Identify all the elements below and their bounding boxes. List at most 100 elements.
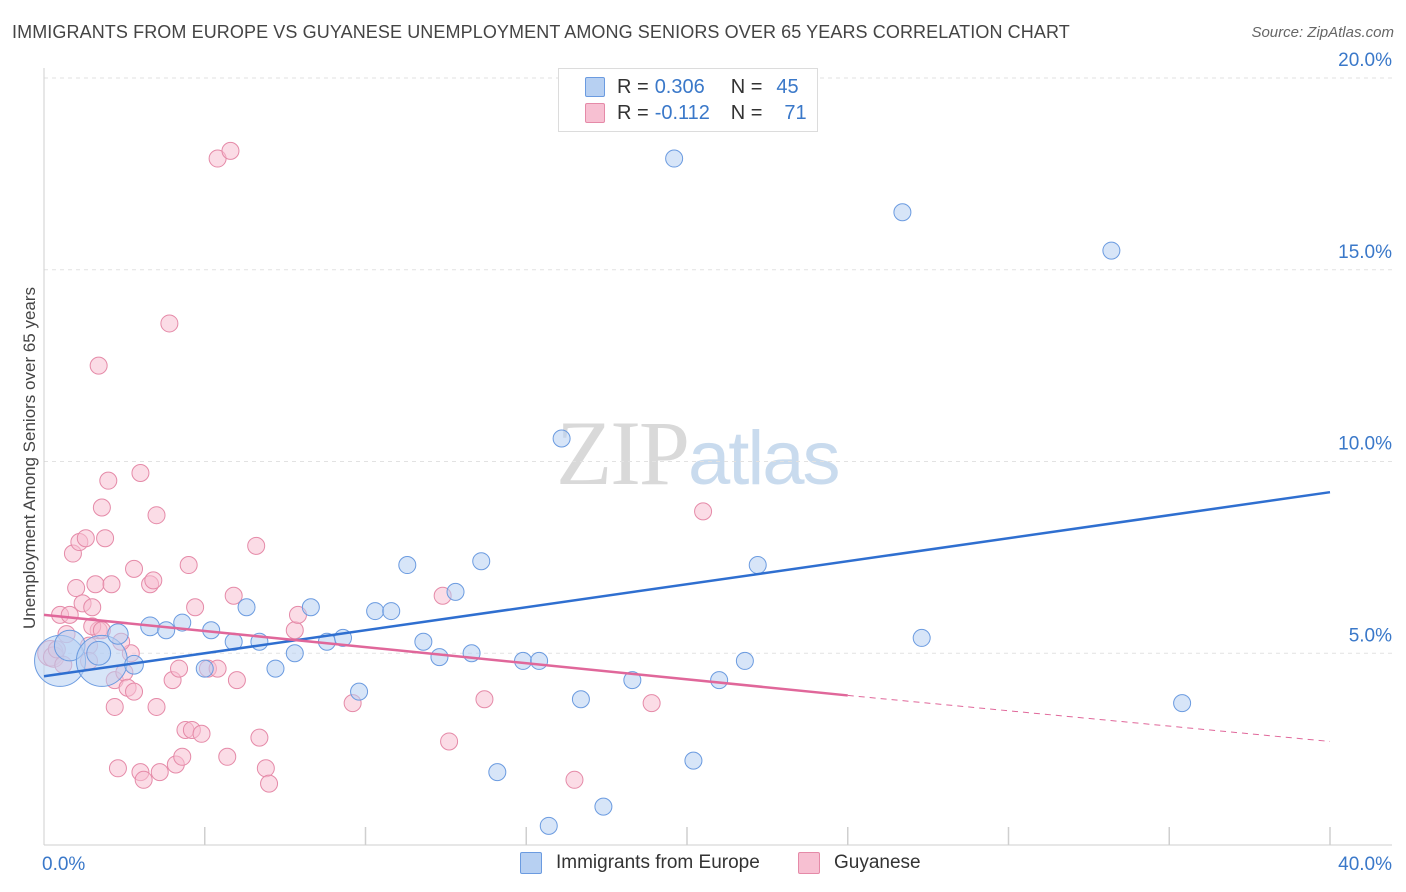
guyanese-point bbox=[76, 529, 95, 548]
guyanese-point bbox=[160, 314, 179, 333]
guyanese-point bbox=[96, 529, 115, 548]
guyanese-point bbox=[125, 559, 144, 578]
europe-point bbox=[195, 659, 214, 678]
europe-point bbox=[1173, 694, 1192, 713]
legend-n-value-europe: 45 bbox=[776, 75, 799, 98]
tick-labels: 5.0% 10.0% 15.0% 20.0% 0.0% 40.0% bbox=[42, 50, 1392, 875]
guyanese-point bbox=[92, 498, 111, 517]
guyanese-point bbox=[108, 759, 127, 778]
europe-point bbox=[912, 628, 931, 647]
europe-point bbox=[530, 651, 549, 670]
guyanese-point bbox=[83, 598, 102, 617]
guyanese-point bbox=[440, 732, 459, 751]
legend-n-value-guyanese: 71 bbox=[784, 101, 807, 124]
trend-line-europe bbox=[43, 490, 1331, 678]
legend-r-value-guyanese: -0.112 bbox=[654, 101, 710, 124]
y-tick-label: 15.0% bbox=[1338, 242, 1392, 263]
legend-swatch-europe bbox=[585, 77, 605, 97]
legend-swatch-guyanese bbox=[585, 103, 605, 123]
guyanese-point bbox=[170, 659, 189, 678]
bottom-legend-label-guyanese: Guyanese bbox=[834, 852, 921, 873]
europe-point bbox=[571, 690, 590, 709]
guyanese-point bbox=[285, 621, 304, 640]
europe-point bbox=[623, 671, 642, 690]
watermark: ZIPatlas bbox=[556, 400, 841, 506]
europe-point bbox=[665, 149, 684, 168]
guyanese-point bbox=[256, 759, 275, 778]
source-credit: Source: ZipAtlas.com bbox=[1251, 24, 1394, 41]
legend-n-label: N = bbox=[730, 101, 763, 124]
bottom-legend-swatch-guyanese bbox=[798, 852, 820, 874]
europe-point bbox=[366, 602, 385, 621]
guyanese-point bbox=[86, 575, 105, 594]
europe-point bbox=[748, 556, 767, 575]
series-guyanese-points bbox=[37, 141, 713, 793]
axes bbox=[43, 68, 1392, 846]
legend-n-label: N = bbox=[730, 75, 763, 98]
guyanese-point bbox=[102, 575, 121, 594]
watermark-zip: ZIP bbox=[556, 402, 690, 504]
guyanese-point bbox=[67, 579, 86, 598]
guyanese-point bbox=[224, 586, 243, 605]
europe-point bbox=[173, 613, 192, 632]
gridlines bbox=[44, 77, 1392, 654]
guyanese-point bbox=[144, 571, 163, 590]
europe-point bbox=[266, 659, 285, 678]
guyanese-point bbox=[250, 728, 269, 747]
legend-r-value-europe: 0.306 bbox=[654, 75, 705, 98]
guyanese-point bbox=[227, 671, 246, 690]
europe-point bbox=[382, 602, 401, 621]
europe-point bbox=[398, 556, 417, 575]
x-tick-label-min: 0.0% bbox=[42, 854, 85, 875]
y-axis-label: Unemployment Among Seniors over 65 years bbox=[20, 286, 39, 630]
trend-line-guyanese bbox=[43, 613, 848, 697]
guyanese-point bbox=[565, 770, 584, 789]
europe-point bbox=[514, 651, 533, 670]
europe-point bbox=[488, 763, 507, 782]
guyanese-point bbox=[150, 763, 169, 782]
guyanese-point bbox=[105, 697, 124, 716]
guyanese-point bbox=[179, 556, 198, 575]
guyanese-point bbox=[186, 598, 205, 617]
legend-r-label: R = bbox=[617, 101, 649, 124]
legend-r-label: R = bbox=[617, 75, 649, 98]
guyanese-point bbox=[147, 697, 166, 716]
guyanese-point bbox=[89, 356, 108, 375]
europe-point bbox=[414, 632, 433, 651]
trend-lines bbox=[43, 490, 1331, 742]
guyanese-point bbox=[99, 471, 118, 490]
legend-row-europe: R = 0.306 N = 45 bbox=[585, 75, 799, 99]
europe-point bbox=[552, 429, 571, 448]
europe-point bbox=[430, 648, 449, 667]
guyanese-point bbox=[475, 690, 494, 709]
europe-point bbox=[157, 621, 176, 640]
europe-point bbox=[1102, 241, 1121, 260]
europe-point bbox=[684, 751, 703, 770]
guyanese-point bbox=[642, 694, 661, 713]
europe-point bbox=[285, 644, 304, 663]
bottom-legend-swatch-europe bbox=[520, 852, 542, 874]
europe-point bbox=[446, 582, 465, 601]
correlation-legend: R = 0.306 N = 45 R = -0.112 N = 71 bbox=[558, 68, 818, 132]
bottom-legend-guyanese: Guyanese bbox=[798, 852, 921, 874]
europe-point bbox=[710, 671, 729, 690]
europe-point bbox=[350, 682, 369, 701]
europe-point bbox=[594, 797, 613, 816]
guyanese-point bbox=[260, 774, 279, 793]
trend-line-guyanese-extrapolated bbox=[847, 694, 1331, 742]
guyanese-point bbox=[131, 464, 150, 483]
y-tick-label: 20.0% bbox=[1338, 50, 1392, 71]
watermark-atlas: atlas bbox=[688, 416, 841, 501]
europe-point bbox=[735, 651, 754, 670]
guyanese-point bbox=[221, 141, 240, 160]
europe-point bbox=[107, 623, 129, 645]
guyanese-point bbox=[147, 506, 166, 525]
legend-row-guyanese: R = -0.112 N = 71 bbox=[585, 101, 807, 125]
europe-point bbox=[301, 598, 320, 617]
europe-point bbox=[472, 552, 491, 571]
y-tick-label: 5.0% bbox=[1349, 625, 1392, 646]
guyanese-point bbox=[247, 536, 266, 555]
guyanese-point bbox=[134, 770, 153, 789]
guyanese-point bbox=[125, 682, 144, 701]
chart-title: IMMIGRANTS FROM EUROPE VS GUYANESE UNEMP… bbox=[12, 22, 1070, 42]
